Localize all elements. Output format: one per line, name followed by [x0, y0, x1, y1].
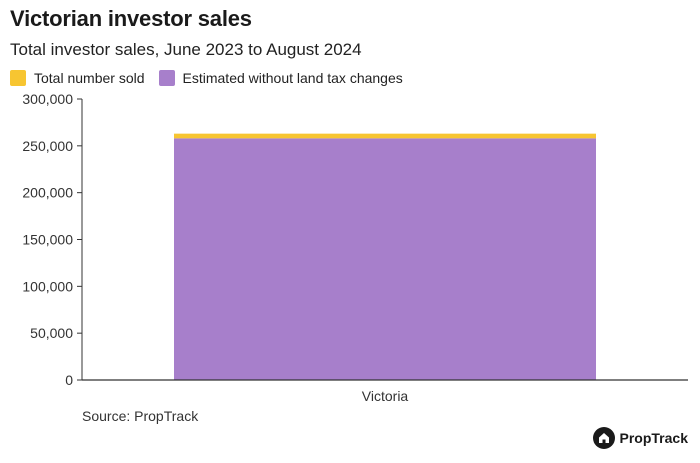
brand-name: PropTrack — [619, 430, 688, 446]
legend-item-total-sold: Total number sold — [10, 70, 145, 86]
legend-label-total-sold: Total number sold — [34, 70, 145, 86]
legend-swatch-total-sold — [10, 70, 26, 86]
y-tick-label: 200,000 — [22, 185, 73, 201]
proptrack-logo-icon — [592, 427, 615, 449]
legend-label-estimated: Estimated without land tax changes — [182, 70, 403, 86]
y-tick-label: 300,000 — [22, 91, 73, 107]
bar-total-number-sold — [174, 133, 596, 139]
y-tick-label: 100,000 — [22, 278, 73, 294]
x-tick-label: Victoria — [362, 388, 409, 404]
y-tick-label: 50,000 — [30, 325, 73, 341]
legend-item-estimated: Estimated without land tax changes — [158, 70, 403, 86]
y-tick-label: 150,000 — [22, 232, 73, 248]
y-tick-label: 250,000 — [22, 138, 73, 154]
bar-estimated-without-land-tax-changes — [174, 138, 596, 380]
y-tick-label: 0 — [65, 372, 73, 388]
chart-subtitle: Total investor sales, June 2023 to Augus… — [10, 40, 362, 59]
source-note: Source: PropTrack — [82, 408, 199, 424]
chart-title: Victorian investor sales — [10, 6, 252, 31]
legend-swatch-estimated — [158, 70, 175, 86]
proptrack-brand: PropTrack — [592, 427, 688, 449]
legend: Total number sold Estimated without land… — [10, 70, 417, 86]
